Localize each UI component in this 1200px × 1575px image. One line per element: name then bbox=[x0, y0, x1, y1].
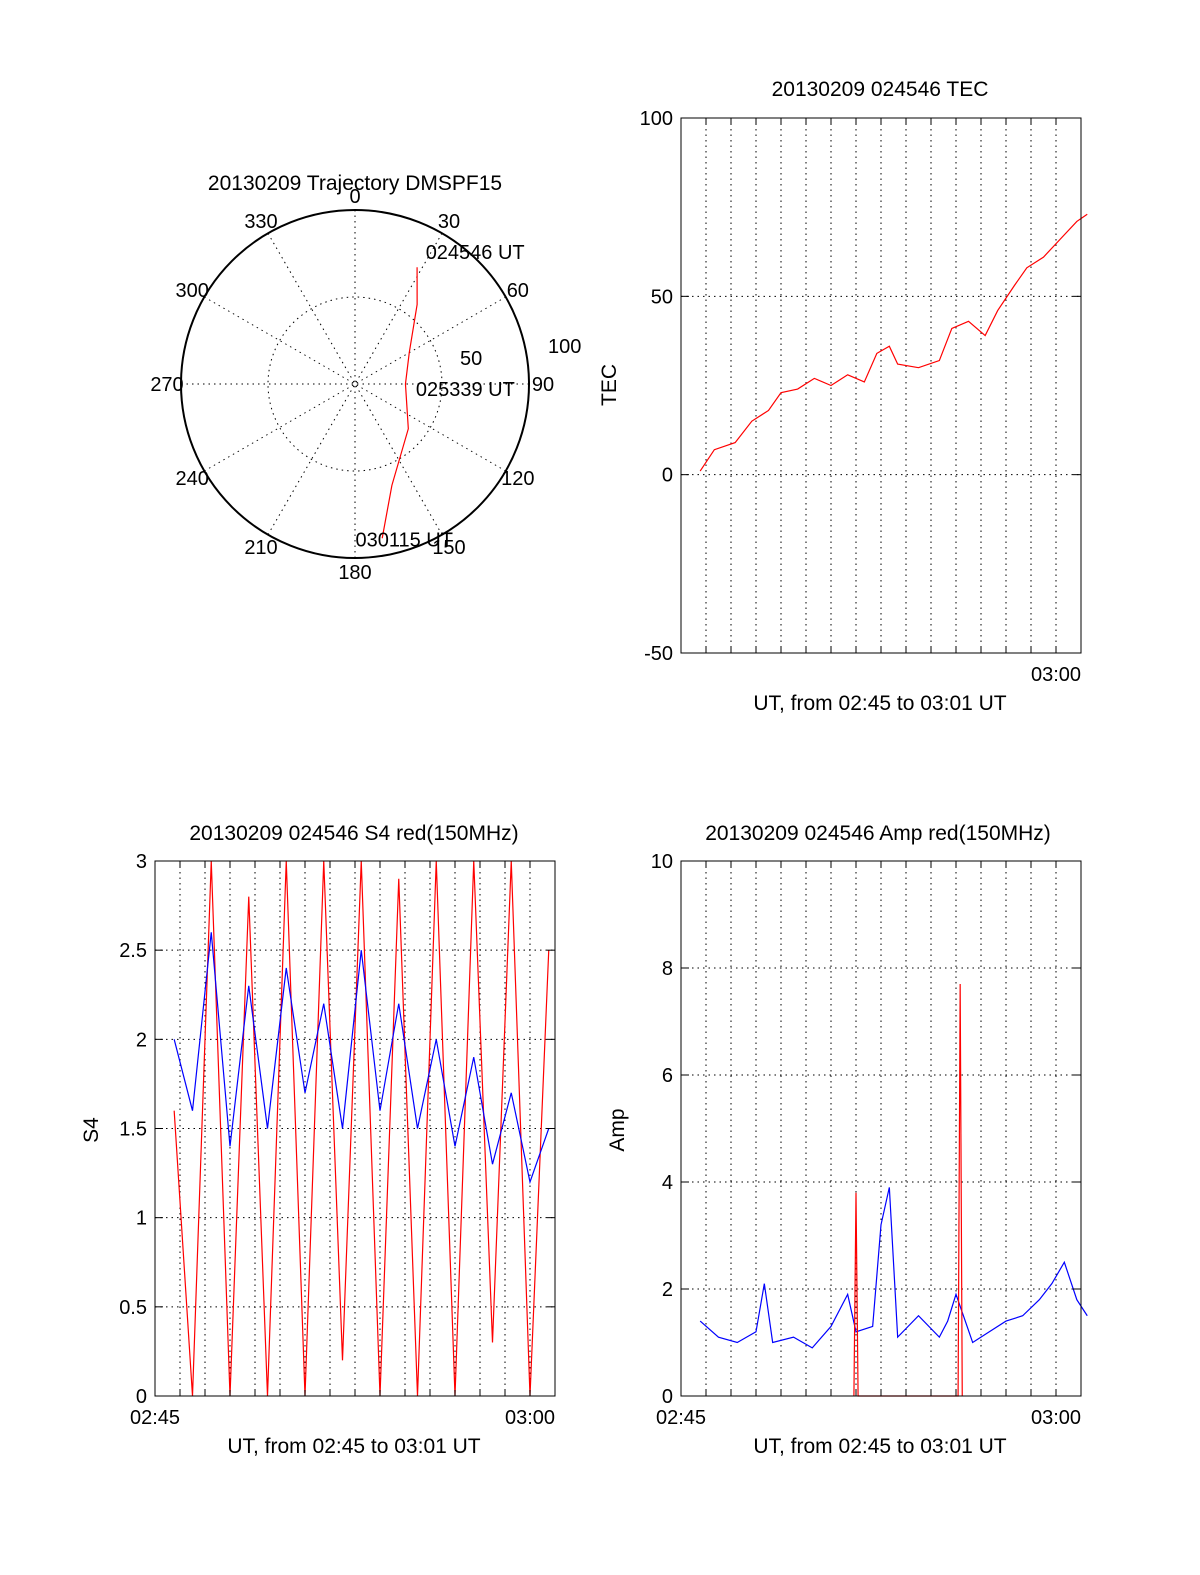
amp-x-axis-label: UT, from 02:45 to 03:01 UT bbox=[753, 1435, 1006, 1458]
tec-x-axis-label: UT, from 02:45 to 03:01 UT bbox=[753, 692, 1006, 715]
amp-y-tick-label: 10 bbox=[651, 851, 673, 873]
s4-y-tick-label: 0 bbox=[136, 1386, 147, 1408]
polar-angle-label: 30 bbox=[438, 211, 460, 233]
s4-grid bbox=[155, 861, 555, 1396]
tec-panel: 20130209 024546 TEC -50 0 50 100 03:00 UT, … bbox=[598, 78, 1088, 715]
amp-y-ticks: 0 2 4 6 8 10 bbox=[651, 851, 1081, 1408]
tec-y-tick-label: 0 bbox=[662, 465, 673, 487]
tec-grid bbox=[681, 118, 1081, 653]
s4-y-ticks: 0 0.5 1 1.5 2 2.5 3 bbox=[119, 851, 555, 1408]
polar-angle-label: 120 bbox=[501, 468, 534, 490]
polar-angle-label: 210 bbox=[244, 537, 277, 559]
s4-y-tick-label: 1 bbox=[136, 1208, 147, 1230]
amp-x-tick-label: 02:45 bbox=[656, 1407, 706, 1429]
trajectory-track bbox=[381, 267, 418, 539]
trajectory-panel: 20130209 Trajectory DMSPF15 0 30 60 90 120 15… bbox=[150, 172, 581, 584]
polar-angle-label: 240 bbox=[175, 468, 208, 490]
polar-angle-label: 60 bbox=[507, 280, 529, 302]
s4-x-tick-label: 02:45 bbox=[130, 1407, 180, 1429]
trajectory-mid-time: 025339 UT bbox=[416, 379, 515, 401]
tec-y-tick-label: -50 bbox=[644, 643, 673, 665]
tec-y-axis-label: TEC bbox=[598, 364, 621, 406]
amp-y-tick-label: 8 bbox=[662, 958, 673, 980]
tec-y-tick-label: 50 bbox=[651, 286, 673, 308]
s4-title: 20130209 024546 S4 red(150MHz) bbox=[189, 822, 518, 845]
tec-plot-frame bbox=[680, 117, 1082, 654]
polar-angle-label: 330 bbox=[244, 211, 277, 233]
s4-y-tick-label: 2 bbox=[136, 1029, 147, 1051]
s4-y-tick-label: 1.5 bbox=[119, 1119, 147, 1141]
s4-red-series-line bbox=[173, 860, 550, 1397]
amp-blue-series-line bbox=[699, 1187, 1088, 1349]
tec-y-tick-label: 100 bbox=[640, 108, 673, 130]
polar-angle-label: 90 bbox=[532, 374, 554, 396]
s4-x-axis-label: UT, from 02:45 to 03:01 UT bbox=[227, 1435, 480, 1458]
radial-label-50: 50 bbox=[460, 348, 482, 370]
amp-panel: 20130209 024546 Amp red(150MHz) 0246810 … bbox=[606, 822, 1088, 1458]
s4-y-tick-label: 3 bbox=[136, 851, 147, 873]
radial-label-100: 100 bbox=[548, 336, 581, 358]
polar-angle-label: 300 bbox=[175, 280, 208, 302]
amp-x-ticks: 02:45 03:00 bbox=[656, 861, 1082, 1429]
polar-angle-label: 150 bbox=[432, 537, 465, 559]
trajectory-end-time: 030115 UT bbox=[355, 530, 452, 552]
s4-y-tick-label: 0.5 bbox=[119, 1297, 147, 1319]
amp-red-series-line bbox=[853, 984, 963, 1397]
tec-x-tick-label: 03:00 bbox=[1031, 664, 1081, 686]
polar-angle-label: 0 bbox=[349, 186, 360, 208]
s4-plot-frame bbox=[154, 860, 556, 1397]
polar-grid bbox=[180, 209, 530, 559]
amp-title: 20130209 024546 Amp red(150MHz) bbox=[705, 822, 1051, 845]
s4-y-axis-label: S4 bbox=[80, 1117, 103, 1143]
trajectory-title: 20130209 Trajectory DMSPF15 bbox=[208, 172, 502, 195]
polar-angle-labels: 0 30 60 90 120 150 180 210 240 270 300 330 bbox=[150, 186, 554, 584]
tec-x-ticks: 03:00 bbox=[680, 118, 1082, 686]
tec-title: 20130209 024546 TEC bbox=[772, 78, 989, 101]
s4-x-tick-label: 03:00 bbox=[505, 1407, 555, 1429]
trajectory-start-time: 024546 UT bbox=[426, 242, 525, 264]
s4-panel: 20130209 024546 S4 red(150MHz) 0 0.5 1 1.5 2… bbox=[80, 822, 556, 1458]
polar-inner-ring bbox=[267, 296, 443, 472]
amp-x-tick-label: 03:00 bbox=[1031, 1407, 1081, 1429]
amp-y-tick-label: 6 bbox=[662, 1065, 673, 1087]
tec-y-ticks: -50 0 50 100 bbox=[640, 108, 1081, 665]
polar-angle-label: 180 bbox=[338, 562, 371, 584]
s4-blue-series-line bbox=[173, 932, 550, 1185]
amp-y-tick-label: 2 bbox=[662, 1279, 673, 1301]
amp-y-axis-label: Amp bbox=[606, 1108, 629, 1151]
amp-y-tick-label: 4 bbox=[662, 1172, 673, 1194]
polar-angle-label: 270 bbox=[150, 374, 183, 396]
s4-y-tick-label: 2.5 bbox=[119, 940, 147, 962]
amp-grid bbox=[681, 861, 1081, 1396]
amp-y-tick-label: 0 bbox=[662, 1386, 673, 1408]
tec-series-line bbox=[699, 213, 1088, 472]
s4-x-ticks: 02:45 03:00 bbox=[130, 861, 556, 1429]
